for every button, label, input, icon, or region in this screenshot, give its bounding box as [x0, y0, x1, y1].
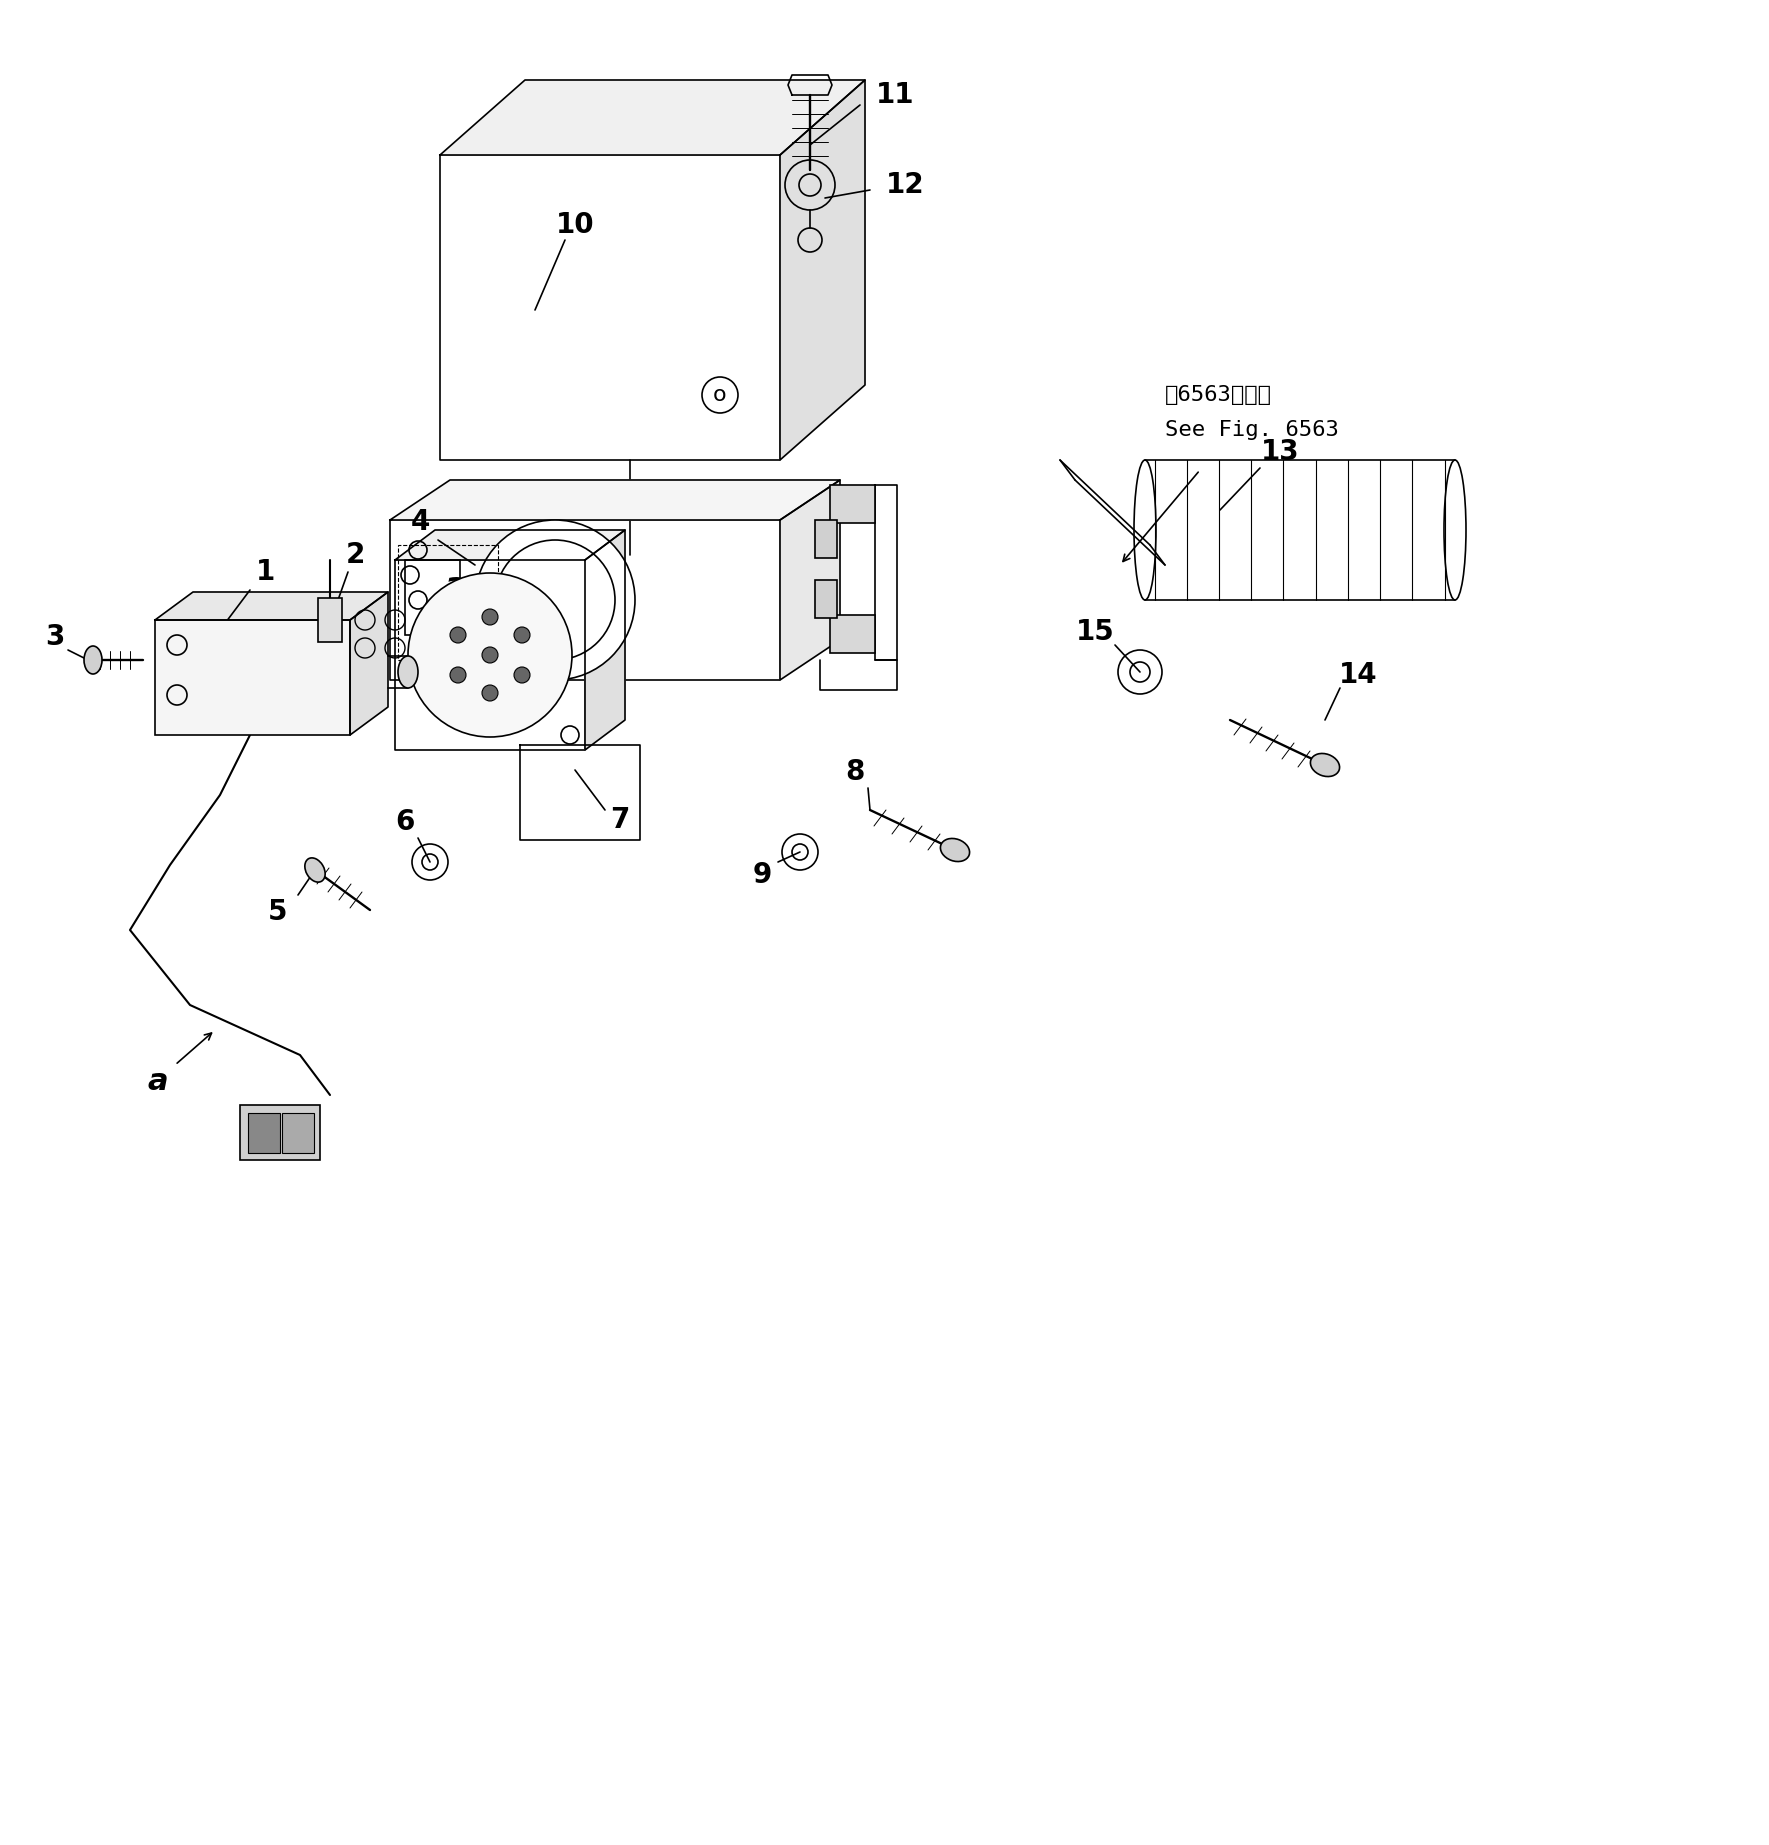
Text: 3: 3 — [46, 624, 65, 651]
Ellipse shape — [83, 646, 103, 673]
Circle shape — [515, 627, 531, 644]
Polygon shape — [780, 79, 865, 459]
Ellipse shape — [398, 657, 417, 688]
Text: 5: 5 — [269, 899, 288, 926]
Bar — [156, 620, 350, 734]
Text: 15: 15 — [1076, 618, 1114, 646]
Bar — [248, 1113, 280, 1153]
Bar — [816, 579, 837, 618]
Text: 12: 12 — [886, 172, 925, 199]
Text: 13: 13 — [1261, 437, 1298, 467]
Polygon shape — [156, 592, 387, 620]
Polygon shape — [389, 480, 840, 520]
Text: 2: 2 — [345, 541, 364, 568]
Text: 14: 14 — [1339, 661, 1378, 688]
Bar — [398, 544, 499, 661]
Circle shape — [449, 668, 465, 683]
Text: 第6563図参照: 第6563図参照 — [1166, 386, 1272, 406]
Circle shape — [409, 574, 571, 736]
Text: 9: 9 — [752, 862, 771, 889]
Ellipse shape — [1311, 753, 1339, 777]
Circle shape — [515, 668, 531, 683]
Polygon shape — [586, 530, 624, 751]
Circle shape — [481, 648, 499, 662]
Bar — [816, 520, 837, 557]
Bar — [318, 598, 341, 642]
Polygon shape — [440, 79, 865, 155]
Bar — [405, 561, 460, 635]
Text: See Fig. 6563: See Fig. 6563 — [1166, 421, 1339, 439]
Text: 8: 8 — [846, 758, 865, 786]
Bar — [281, 1113, 315, 1153]
Text: 1: 1 — [255, 557, 274, 587]
Text: 10: 10 — [555, 210, 594, 240]
Text: a: a — [147, 1068, 168, 1096]
Bar — [241, 1105, 320, 1161]
Text: 11: 11 — [876, 81, 915, 109]
Polygon shape — [394, 530, 624, 561]
Text: a: a — [444, 570, 465, 600]
Text: o: o — [713, 386, 727, 406]
Polygon shape — [350, 592, 387, 734]
Circle shape — [476, 520, 635, 681]
Text: 4: 4 — [410, 507, 430, 537]
Bar — [830, 614, 876, 653]
Text: 7: 7 — [610, 806, 630, 834]
Circle shape — [449, 627, 465, 644]
Polygon shape — [780, 480, 840, 681]
Ellipse shape — [941, 838, 969, 862]
Text: 6: 6 — [394, 808, 414, 836]
Bar — [830, 485, 876, 522]
Ellipse shape — [304, 858, 325, 882]
Circle shape — [481, 609, 499, 625]
Circle shape — [481, 684, 499, 701]
